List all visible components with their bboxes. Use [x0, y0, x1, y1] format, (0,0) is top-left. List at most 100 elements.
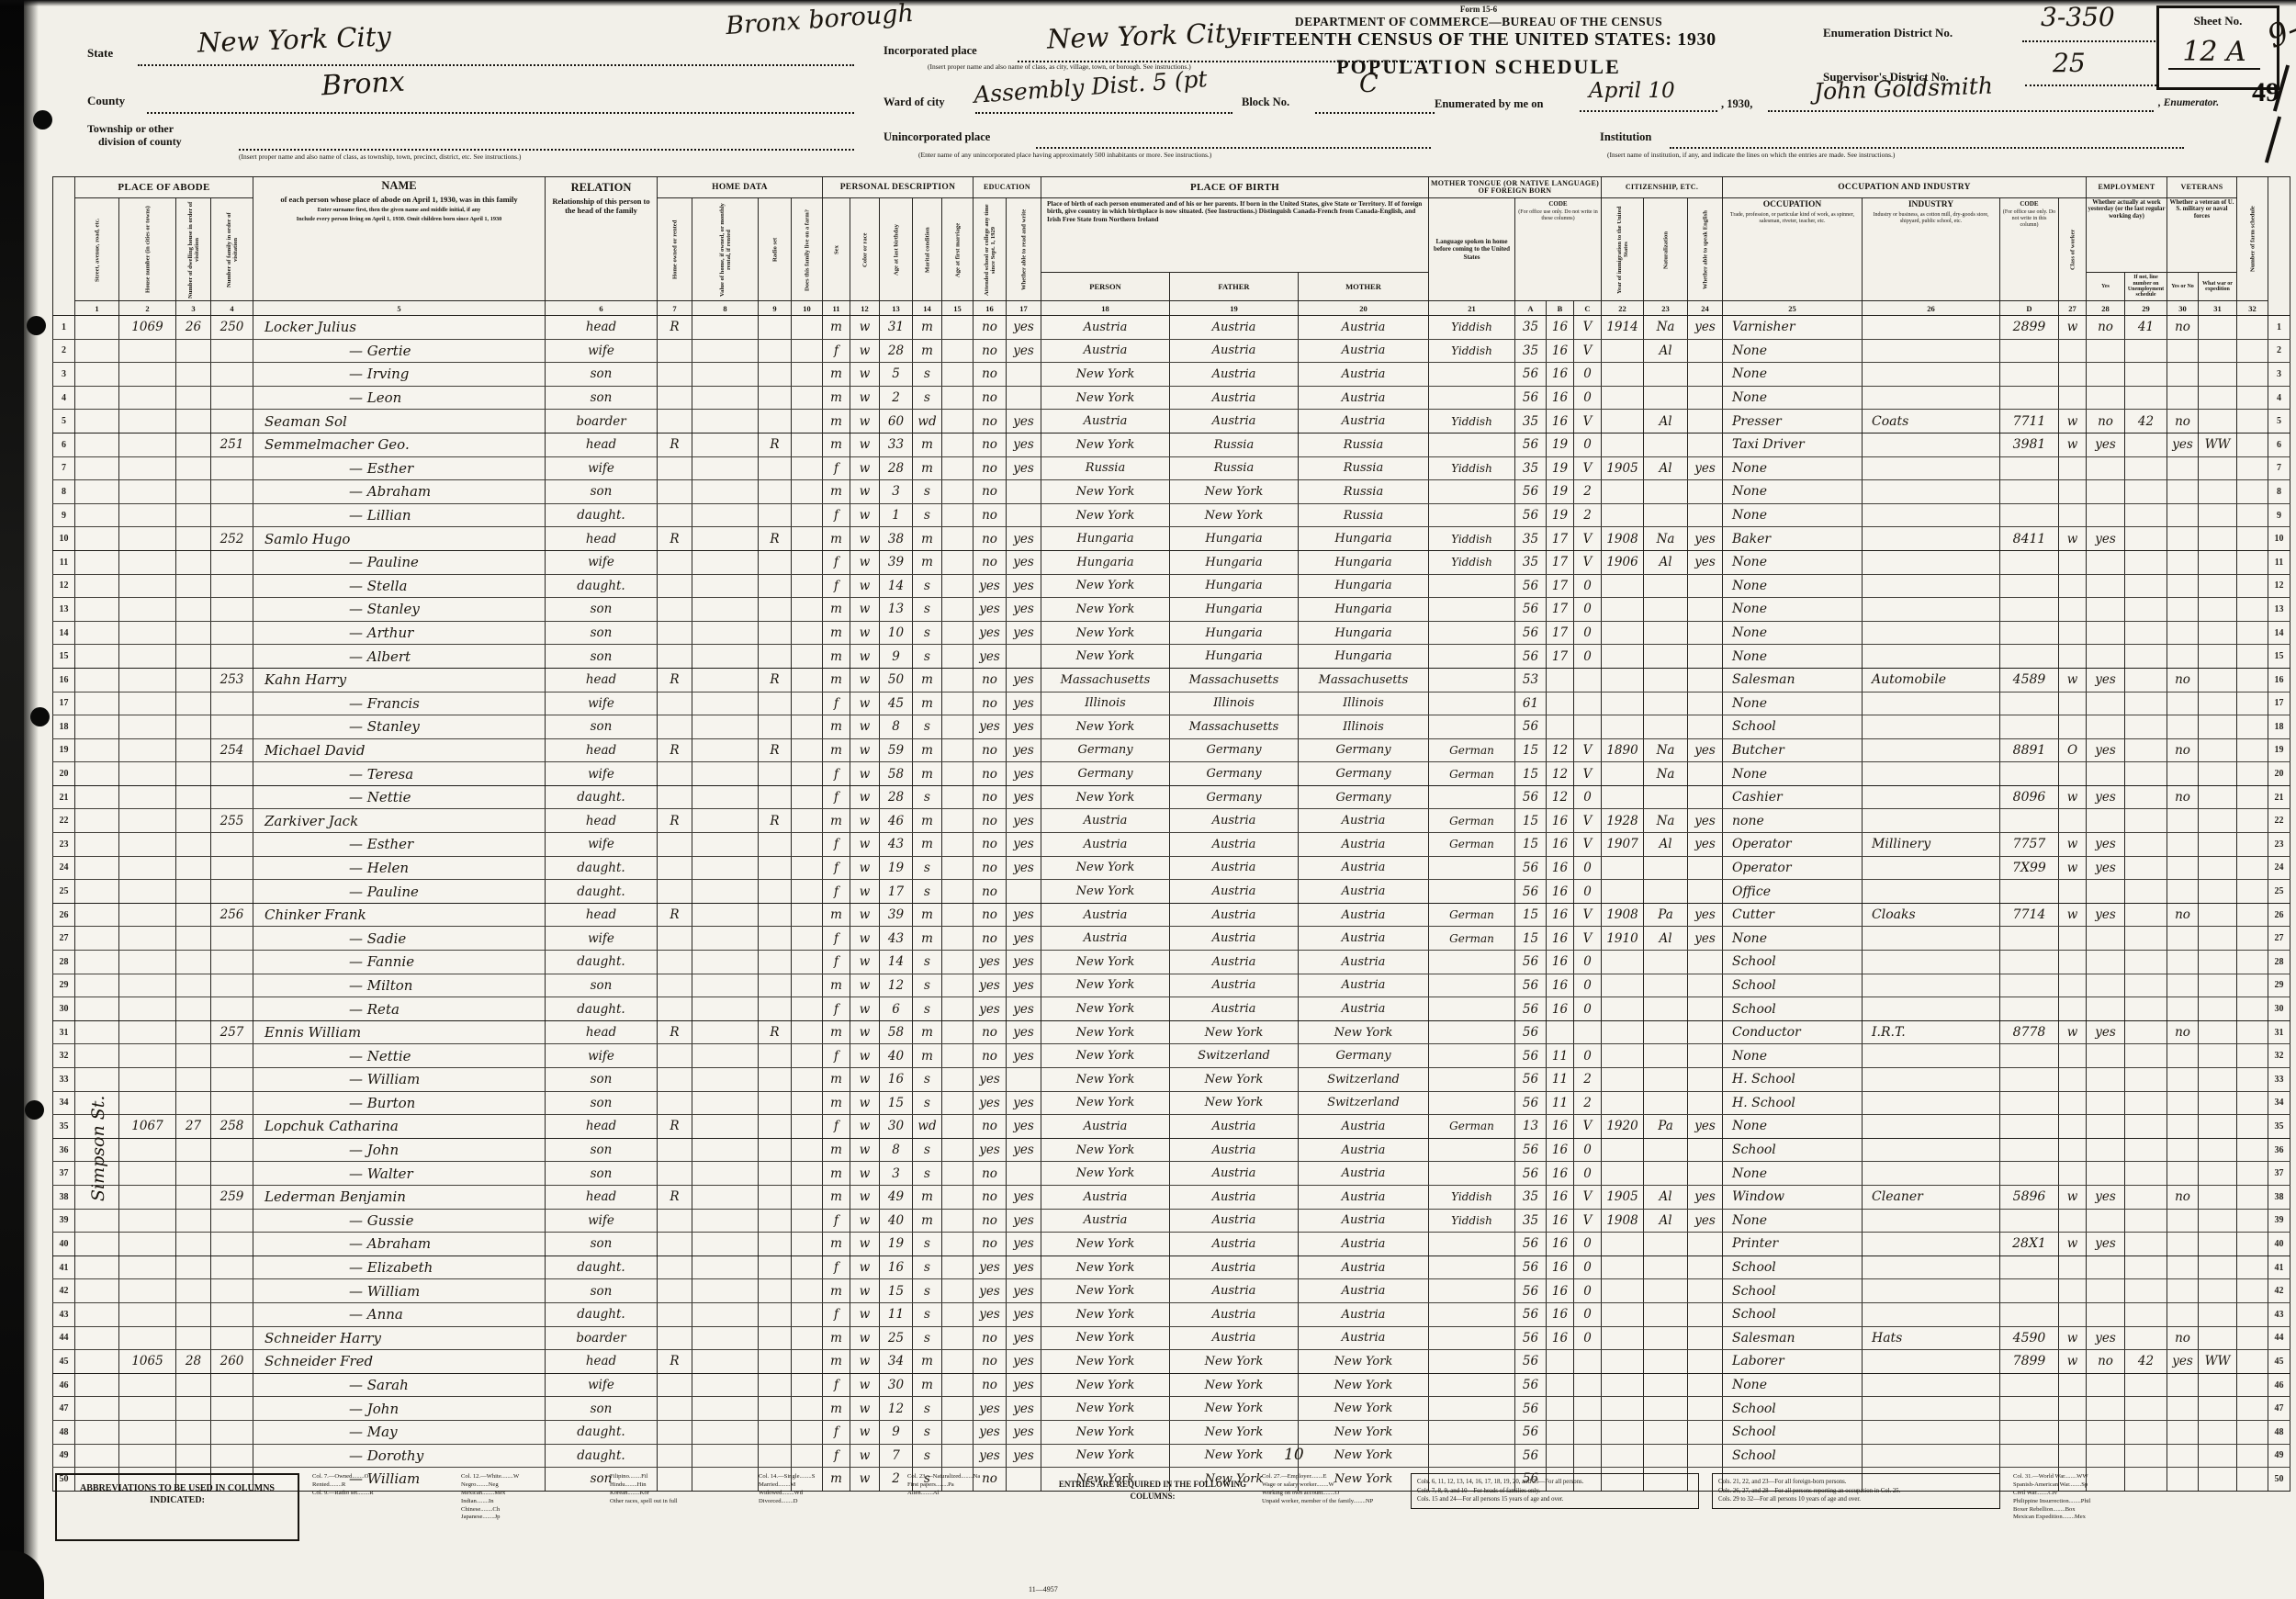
cell-dw [175, 1043, 211, 1068]
cell-cd [1999, 1419, 2059, 1445]
cell-own [657, 1396, 692, 1421]
cell-pobf: Hungaria [1169, 573, 1299, 599]
cell-war [2198, 315, 2237, 340]
cell-sch: yes [973, 1090, 1007, 1116]
cell-street [74, 456, 119, 481]
township-label: Township or other division of county [87, 122, 182, 148]
cell-cd [1999, 1137, 2059, 1163]
cell-agem [941, 597, 974, 622]
cell-fam [210, 1278, 253, 1303]
cell-farms [2236, 1396, 2268, 1421]
cell-own [657, 409, 692, 434]
group-home-data: HOME DATA [657, 176, 823, 198]
cell-occ: None [1722, 597, 1863, 622]
cell-tongue: German [1428, 761, 1515, 786]
cell-age: 15 [879, 1090, 913, 1116]
line-number: 2 [52, 338, 75, 364]
line-number: 13 [2268, 597, 2290, 622]
cell-house [118, 973, 176, 998]
cell-dw [175, 526, 211, 551]
cell-pobp: Austria [1041, 902, 1170, 928]
cell-empy: yes [2086, 855, 2125, 881]
cell-vet [2167, 1396, 2199, 1421]
township-line[interactable] [239, 130, 854, 151]
cell-radio [758, 926, 792, 952]
cell-nat [1643, 1278, 1688, 1303]
cell-race: w [850, 479, 880, 504]
county-line[interactable] [147, 94, 854, 114]
cell-house [118, 902, 176, 928]
cell-house [118, 1067, 176, 1092]
cell-street [74, 738, 119, 763]
institution-line[interactable] [1670, 130, 2184, 149]
line-number: 33 [52, 1067, 75, 1092]
cell-name: — Stanley [253, 597, 546, 622]
cell-cls: w [2058, 526, 2087, 551]
cell-pobm: Switzerland [1298, 1067, 1429, 1092]
table-row: 23— Esther wife f w 43 m no yes Austria Austria Au… [52, 832, 2290, 857]
cell-cb: 16 [1546, 1325, 1574, 1351]
cell-occ: None [1722, 338, 1863, 364]
cell-race: w [850, 1137, 880, 1163]
cell-value [692, 573, 759, 599]
cell-value [692, 362, 759, 387]
cell-occ: Operator [1722, 832, 1863, 857]
cell-pobp: Germany [1041, 761, 1170, 786]
cell-empy [2086, 620, 2125, 646]
cell-house [118, 691, 176, 716]
block-line[interactable] [1315, 96, 1435, 114]
cell-rel: head [545, 432, 658, 457]
cell-cd [1999, 1372, 2059, 1398]
cell-race: w [850, 784, 880, 810]
line-number: 5 [2268, 409, 2290, 434]
col-number: 14 [912, 300, 942, 316]
cell-rel: wife [545, 338, 658, 364]
cell-ca: 56 [1514, 1232, 1547, 1256]
cell-rel: daught. [545, 997, 658, 1021]
cell-cb: 17 [1546, 620, 1574, 646]
cell-cc [1573, 715, 1602, 739]
cell-tongue [1428, 667, 1515, 693]
cell-pobf: Austria [1169, 362, 1299, 387]
cell-age: 8 [879, 1137, 913, 1163]
cell-cls: w [2058, 1232, 2087, 1256]
cell-imm [1601, 409, 1644, 434]
cell-pobm: New York [1298, 1019, 1429, 1045]
state-line[interactable] [138, 46, 854, 66]
cell-imm [1601, 1301, 1644, 1327]
cell-eng [1687, 997, 1723, 1021]
enumerated-date-line[interactable] [1580, 97, 1717, 112]
unincorporated-line[interactable] [1036, 130, 1431, 149]
table-row: 17— Francis wife f w 45 m no yes Illinois Illinoi… [52, 691, 2290, 716]
cell-war [2198, 1372, 2237, 1398]
ward-line[interactable] [975, 96, 1232, 114]
cell-cls [2058, 926, 2087, 952]
cell-tongue [1428, 1137, 1515, 1163]
cell-rw: yes [1006, 526, 1041, 551]
cell-vet: no [2167, 315, 2199, 340]
cell-eng [1687, 973, 1723, 998]
cell-ca: 56 [1514, 1396, 1547, 1421]
enumerator-line[interactable] [1768, 97, 2154, 112]
cell-mar: m [912, 902, 942, 928]
cell-age: 58 [879, 1019, 913, 1045]
cell-fam: 255 [210, 808, 253, 834]
cell-dw [175, 715, 211, 739]
cell-agem [941, 549, 974, 575]
cell-dw [175, 997, 211, 1021]
cell-farms [2236, 432, 2268, 457]
cell-mar: m [912, 526, 942, 551]
cell-radio: R [758, 432, 792, 457]
cell-tongue [1428, 1349, 1515, 1374]
incorporated-line[interactable] [1018, 44, 1431, 62]
cell-ca: 13 [1514, 1114, 1547, 1139]
cell-farms [2236, 1019, 2268, 1045]
enumeration-district-line[interactable] [2022, 26, 2206, 42]
cell-occ: School [1722, 1301, 1863, 1327]
cell-empn [2124, 715, 2167, 739]
cell-pobp: Austria [1041, 1184, 1170, 1210]
supervisors-district-line[interactable] [2025, 70, 2204, 86]
cell-mar: s [912, 1467, 942, 1492]
cell-value [692, 432, 759, 457]
cell-nat: Na [1643, 315, 1688, 340]
